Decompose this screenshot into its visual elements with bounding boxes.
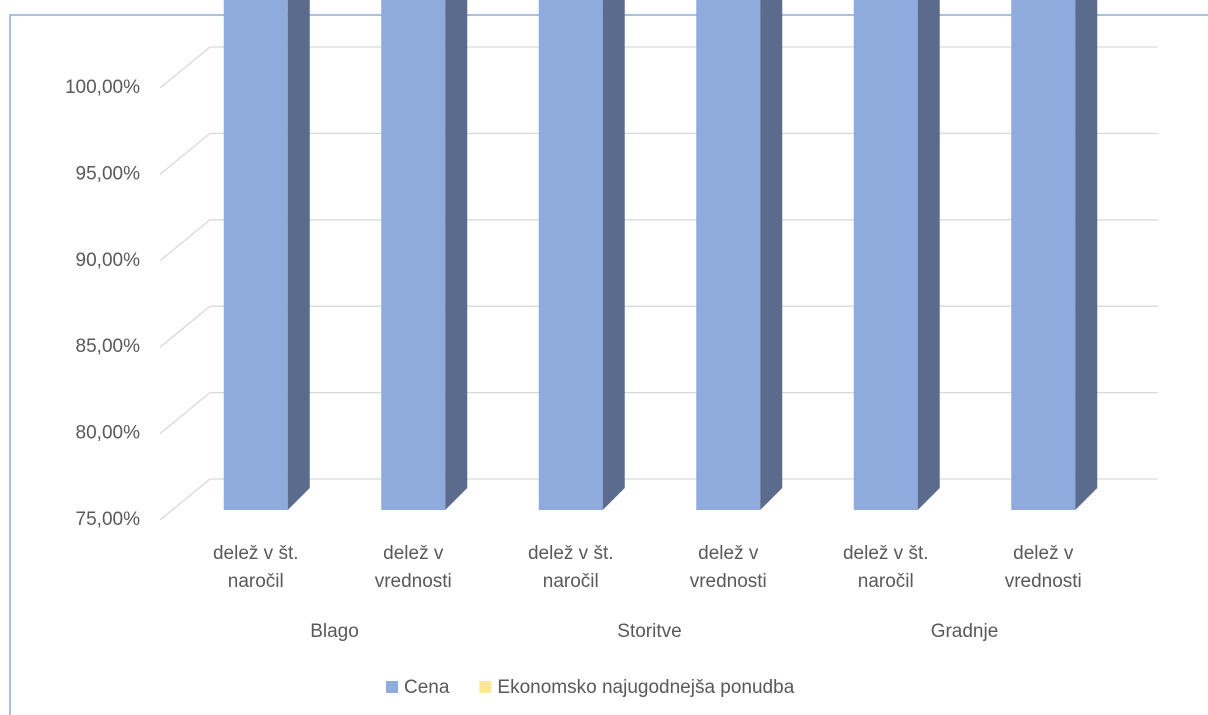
bar-side bbox=[602, 0, 625, 510]
x-tick-label: delež v št. naročil bbox=[842, 543, 929, 592]
bar-segment bbox=[1011, 0, 1098, 510]
grid-line bbox=[159, 132, 1158, 175]
grid-line bbox=[159, 46, 1158, 89]
bar-segment bbox=[696, 0, 783, 510]
legend-label: Cena bbox=[404, 677, 450, 698]
bar-side bbox=[445, 0, 468, 510]
legend-swatch bbox=[479, 681, 492, 693]
bar-segment bbox=[538, 0, 625, 510]
group-label: Storitve bbox=[617, 621, 682, 642]
bar-front bbox=[538, 0, 603, 510]
group-label: Blago bbox=[310, 621, 359, 642]
bar-front bbox=[223, 0, 288, 510]
bar-segment bbox=[853, 0, 940, 510]
bar-front bbox=[381, 0, 446, 510]
bar-segment bbox=[381, 0, 468, 510]
y-tick-label: 85,00% bbox=[76, 336, 141, 357]
bar-side bbox=[1075, 0, 1098, 510]
x-tick-label: delež v vrednosti bbox=[1004, 543, 1082, 592]
y-tick-label: 100,00% bbox=[65, 77, 140, 98]
y-tick-label: 90,00% bbox=[76, 250, 141, 271]
legend-swatch bbox=[386, 681, 398, 693]
bar-side bbox=[287, 0, 310, 510]
x-tick-label: delež v št. naročil bbox=[527, 543, 614, 592]
grid-line bbox=[159, 219, 1158, 262]
bar-front bbox=[853, 0, 918, 510]
grid-line bbox=[159, 305, 1158, 348]
y-tick-label: 80,00% bbox=[76, 423, 141, 444]
y-tick-label: 95,00% bbox=[76, 163, 141, 184]
bar-front bbox=[696, 0, 761, 510]
grid-line bbox=[159, 391, 1158, 435]
grid-line bbox=[159, 478, 1158, 521]
legend-label: Ekonomsko najugodnejša ponudba bbox=[497, 677, 794, 698]
x-tick-label: delež v vrednosti bbox=[374, 543, 452, 592]
bar-front bbox=[1011, 0, 1076, 510]
bar-side bbox=[760, 0, 783, 510]
y-tick-label: 75,00% bbox=[76, 509, 141, 530]
frame bbox=[9, 14, 1208, 715]
bar-segment bbox=[223, 0, 310, 510]
x-tick-label: delež v vrednosti bbox=[689, 543, 767, 592]
bar-side bbox=[917, 0, 940, 510]
group-label: Gradnje bbox=[930, 621, 999, 642]
x-tick-label: delež v št. naročil bbox=[212, 543, 299, 592]
